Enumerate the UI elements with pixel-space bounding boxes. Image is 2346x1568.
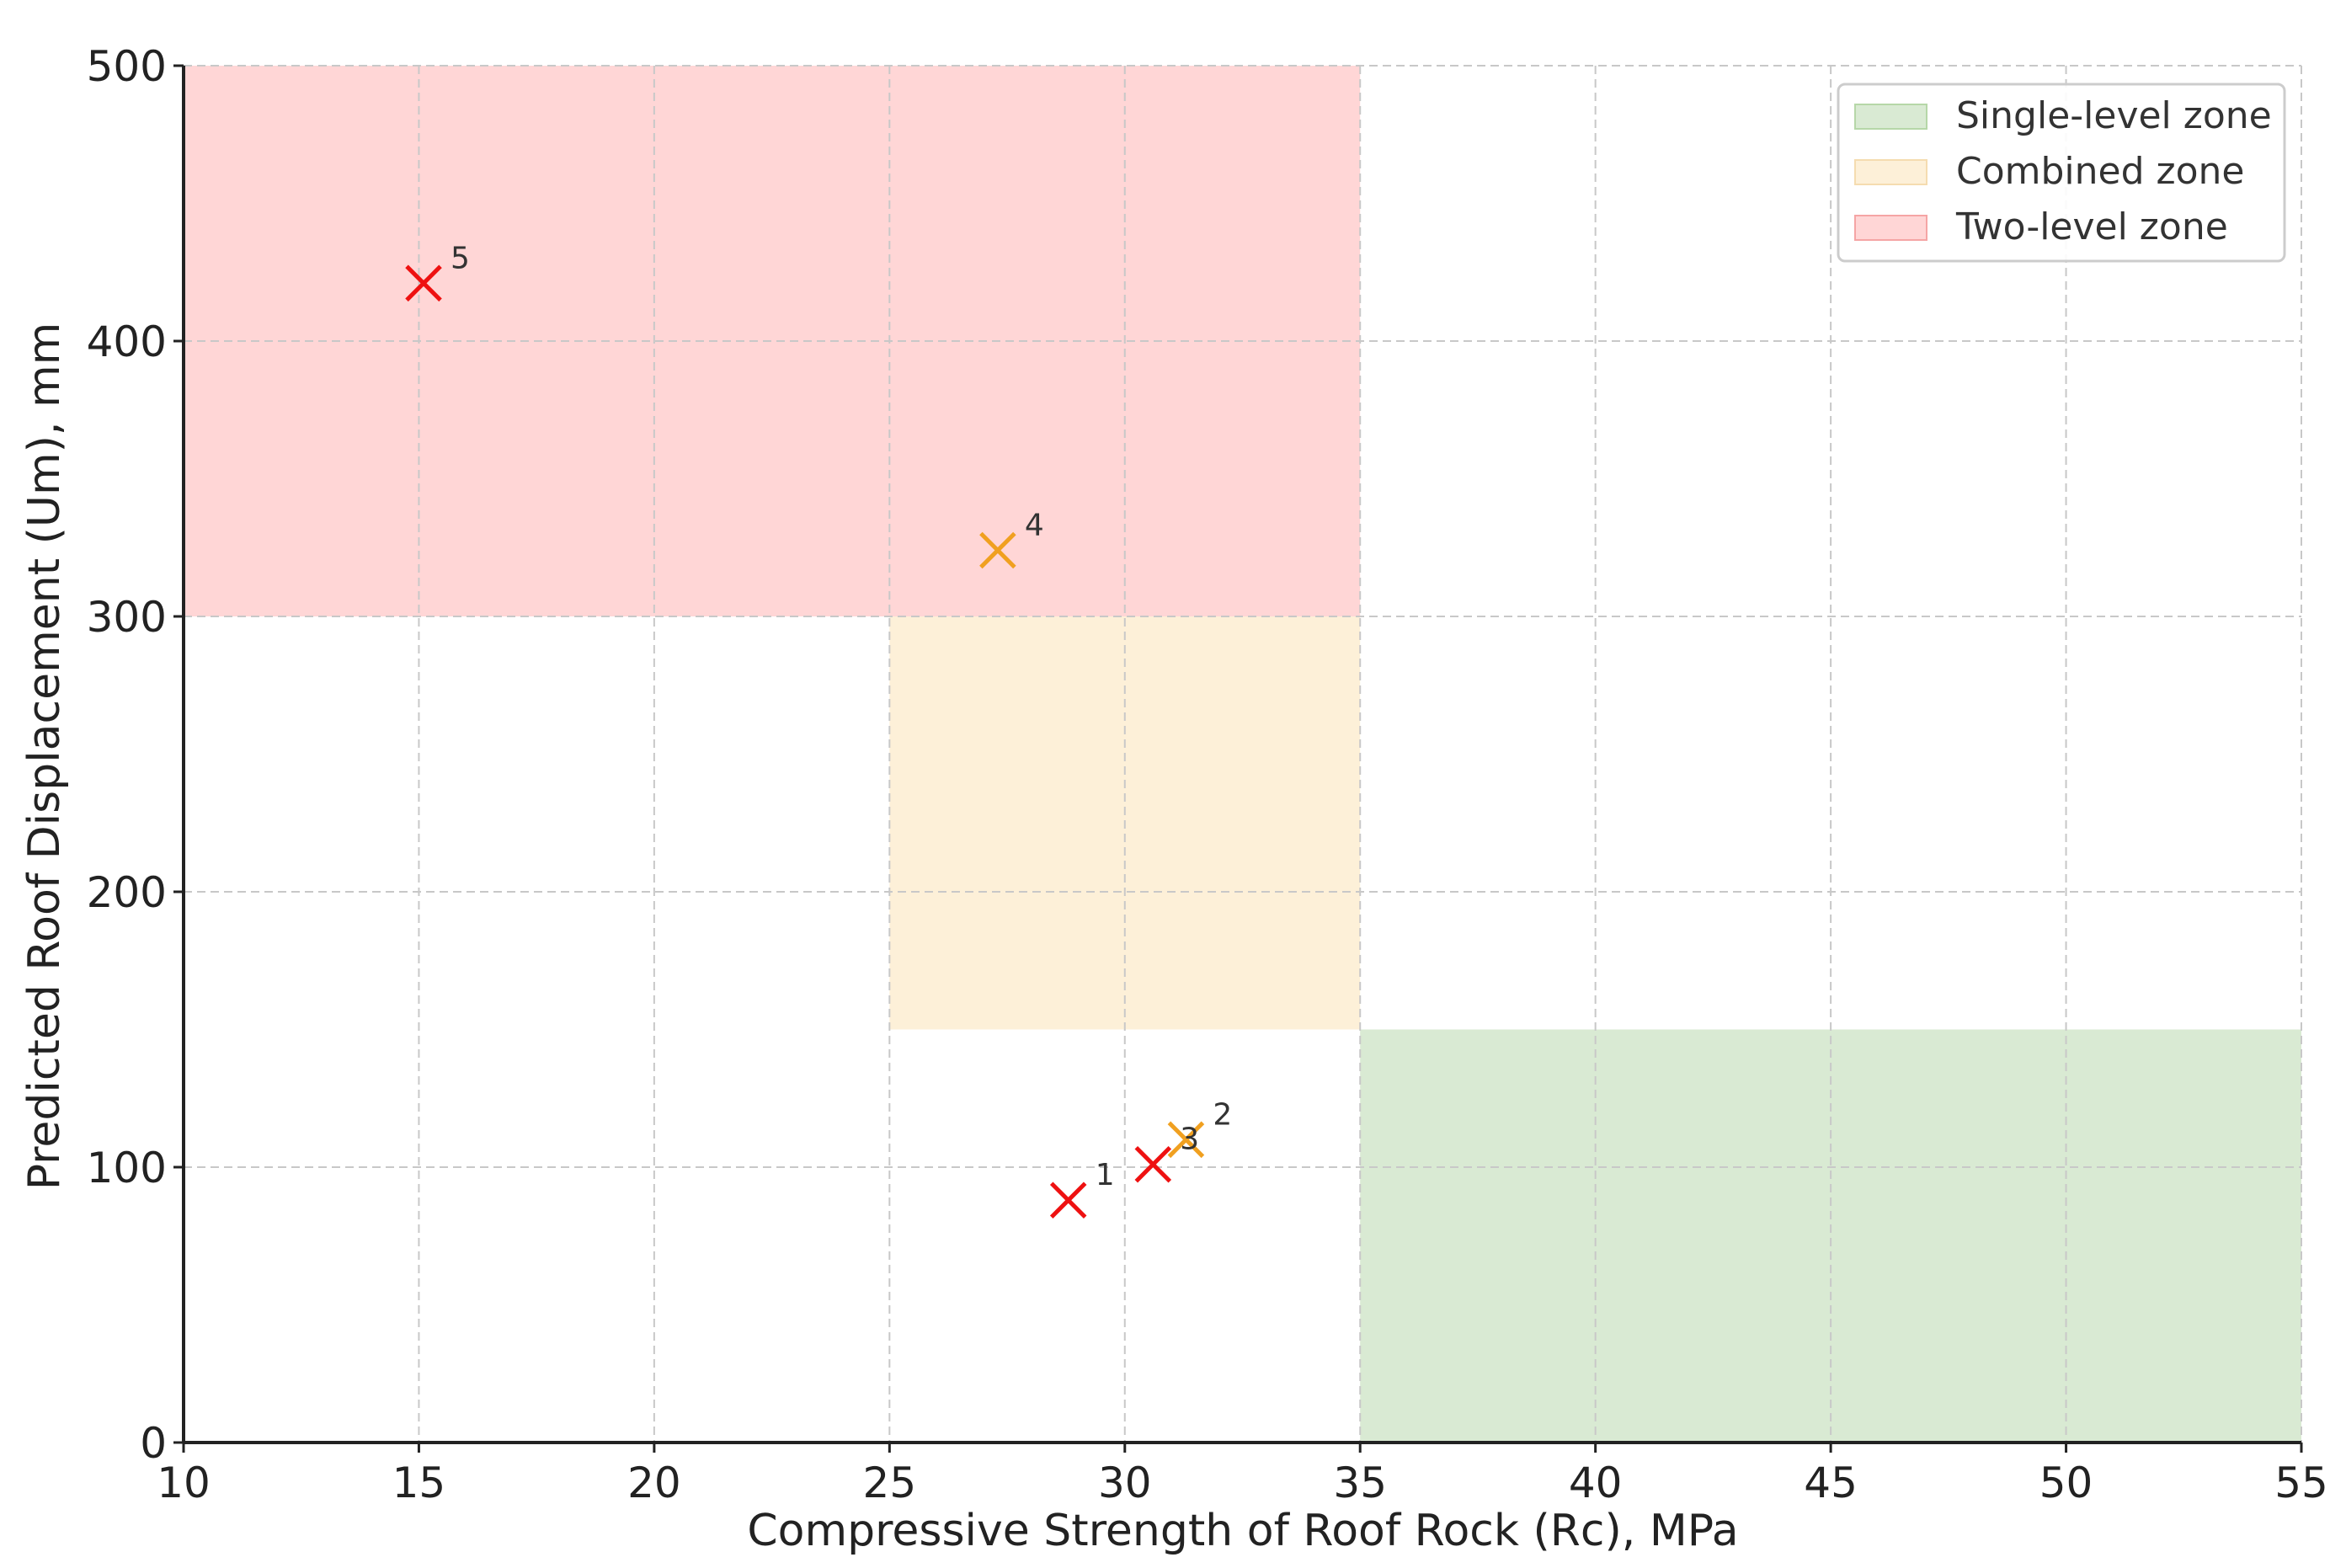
x-tick-label: 35 <box>1333 1459 1387 1507</box>
legend-swatch-combined <box>1854 159 1927 185</box>
marker-stroke <box>1049 1181 1087 1219</box>
grid-layer <box>183 65 2302 1443</box>
y-tick-label: 200 <box>87 868 167 917</box>
point-label: 1 <box>1096 1158 1115 1192</box>
data-point-5: 5 <box>405 241 470 302</box>
point-label: 5 <box>451 241 470 275</box>
x-tick-label: 20 <box>627 1459 681 1507</box>
legend-frame <box>1837 83 2286 263</box>
y-tick-label: 0 <box>140 1419 167 1468</box>
point-label: 3 <box>1180 1123 1199 1157</box>
data-point-1: 1 <box>1049 1158 1115 1219</box>
marker-stroke <box>1134 1145 1172 1183</box>
legend-swatch-single-level <box>1854 104 1927 130</box>
x-tick-label: 40 <box>1569 1459 1623 1507</box>
y-axis-label: Predicted Roof Displacement (Um), mm <box>19 323 70 1191</box>
legend-label-two-level: Two-level zone <box>1955 205 2228 248</box>
y-tick-label: 100 <box>87 1144 167 1192</box>
legend-label-single-level: Single-level zone <box>1956 94 2272 137</box>
legend-swatch-two-level <box>1854 215 1927 241</box>
y-tick-label: 500 <box>87 42 167 91</box>
data-point-2: 2 <box>1167 1097 1232 1159</box>
x-tick-label: 25 <box>863 1459 917 1507</box>
x-axis-label: Compressive Strength of Roof Rock (Rc), … <box>747 1506 1738 1556</box>
axes-layer <box>182 66 2301 1444</box>
legend: Single-level zone Combined zone Two-leve… <box>1837 83 2286 263</box>
x-tick-label: 10 <box>157 1459 211 1507</box>
x-tick-label: 55 <box>2274 1459 2328 1507</box>
point-label: 2 <box>1213 1097 1232 1132</box>
data-point-3: 3 <box>1134 1123 1199 1183</box>
data-point-4: 4 <box>979 509 1044 569</box>
marker-stroke <box>1167 1121 1205 1159</box>
legend-label-combined: Combined zone <box>1956 150 2245 193</box>
x-tick-label: 30 <box>1098 1459 1152 1507</box>
point-label: 4 <box>1025 509 1044 543</box>
zones-layer <box>184 66 2301 1443</box>
y-tick-label: 400 <box>87 317 167 366</box>
x-tick-label: 15 <box>392 1459 446 1507</box>
x-tick-label: 50 <box>2039 1459 2093 1507</box>
marker-stroke <box>979 531 1016 569</box>
x-tick-label: 45 <box>1804 1459 1858 1507</box>
marker-stroke <box>405 264 442 302</box>
y-tick-label: 300 <box>87 593 167 642</box>
